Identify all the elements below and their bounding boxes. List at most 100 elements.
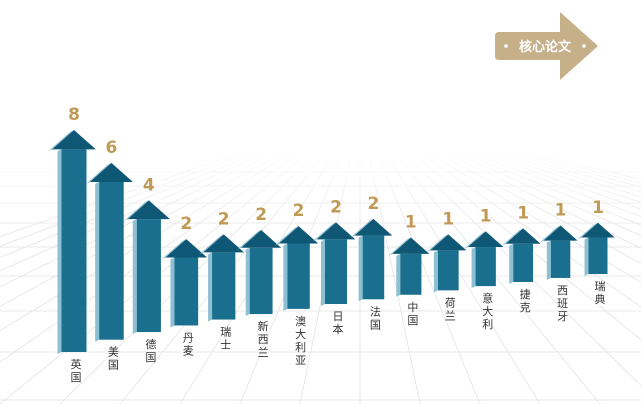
bar-head xyxy=(165,239,208,258)
bar-side xyxy=(546,240,551,280)
bar-side xyxy=(321,239,325,306)
bar xyxy=(539,225,578,280)
bar-head-side xyxy=(48,130,74,152)
category-label: 意大利 xyxy=(482,291,493,331)
bar-side xyxy=(170,257,175,328)
value-label: 2 xyxy=(255,205,267,225)
bar-head xyxy=(278,226,319,244)
bar-shaft xyxy=(588,237,608,274)
bar-side xyxy=(584,237,589,276)
value-label: 2 xyxy=(368,194,380,214)
category-label: 荷兰 xyxy=(445,296,456,322)
bar-head-side xyxy=(199,234,224,255)
bar-side xyxy=(358,235,363,302)
bar-head-side xyxy=(123,200,149,222)
bar-shaft xyxy=(550,240,571,278)
value-label: 2 xyxy=(218,209,230,229)
bar-shaft xyxy=(212,252,236,320)
bar-head-side xyxy=(577,222,598,240)
bar-side xyxy=(208,252,213,322)
value-label: 1 xyxy=(592,198,604,218)
category-label: 瑞典 xyxy=(595,279,606,306)
bar-head-side xyxy=(388,237,411,256)
category-label: 中国 xyxy=(407,301,418,327)
category-label: 捷克 xyxy=(520,287,531,314)
bar xyxy=(48,130,96,354)
bar-head-side xyxy=(501,228,524,246)
bar-head-side xyxy=(312,222,336,242)
bar-head xyxy=(316,222,356,240)
bar-shaft xyxy=(437,250,459,291)
bar-shaft xyxy=(136,219,161,333)
bar xyxy=(388,237,430,297)
badge-label: 核心论文 xyxy=(519,39,572,55)
bar xyxy=(501,228,541,284)
bar-head xyxy=(203,234,245,253)
value-label: 1 xyxy=(442,209,454,229)
bar-side xyxy=(509,243,514,284)
value-label: 1 xyxy=(405,213,417,233)
bar-side xyxy=(471,247,476,289)
bar-shaft xyxy=(287,243,310,309)
bar-shaft xyxy=(325,239,347,304)
bar-head xyxy=(127,200,170,220)
value-label: 1 xyxy=(555,201,567,221)
bar xyxy=(463,231,504,289)
bar-head-side xyxy=(539,225,561,243)
category-label: 日本 xyxy=(333,310,344,336)
category-label: 瑞士 xyxy=(220,325,231,352)
bar-head-side xyxy=(237,230,262,250)
bar-head xyxy=(505,228,541,244)
bar-head xyxy=(467,231,504,248)
bar xyxy=(85,162,133,342)
bar-head-side xyxy=(161,239,187,260)
bar xyxy=(274,226,319,311)
bar-side xyxy=(245,247,250,317)
bar-shaft xyxy=(99,181,124,340)
value-label: 1 xyxy=(517,203,529,223)
bar-shaft xyxy=(400,253,422,295)
bar-head xyxy=(241,230,282,248)
bar xyxy=(237,230,282,317)
bar-head-side xyxy=(274,226,299,246)
bar-shaft xyxy=(249,247,273,315)
core-papers-badge: 核心论文 xyxy=(495,12,598,80)
bar-shaft xyxy=(362,235,385,300)
category-label: 英国 xyxy=(71,357,82,384)
value-label: 1 xyxy=(480,206,492,226)
bar-head-side xyxy=(463,231,486,250)
bar-head xyxy=(430,234,467,251)
bar-side xyxy=(57,149,62,354)
bar-side xyxy=(95,181,100,342)
bar-head-side xyxy=(350,218,374,238)
category-label: 西班牙 xyxy=(557,284,568,323)
value-label: 2 xyxy=(180,214,192,234)
bar-head xyxy=(581,222,615,238)
bar-shaft xyxy=(174,257,199,326)
bar xyxy=(577,222,615,276)
bar-shaft xyxy=(475,247,496,287)
value-label: 4 xyxy=(143,175,155,195)
bar-shaft xyxy=(61,149,87,352)
bar-head xyxy=(89,162,133,182)
bar-head xyxy=(543,225,578,241)
bar xyxy=(161,239,208,328)
category-label: 新西兰 xyxy=(258,319,269,359)
bar-head xyxy=(52,130,96,150)
category-label: 德国 xyxy=(145,337,156,364)
category-label: 法国 xyxy=(370,304,381,331)
bar xyxy=(426,234,467,293)
bar-head-side xyxy=(85,162,112,184)
value-label: 6 xyxy=(106,138,118,158)
value-label: 2 xyxy=(330,197,342,217)
bar-side xyxy=(132,219,137,335)
bars: 8 英国 6 美国 4 德国 2 丹麦 2 瑞士 2 新西兰 2 澳大利亚 2 日本 2 法国 1 中国 1 荷兰 1 意大利… xyxy=(48,105,615,384)
bar-side xyxy=(433,250,438,293)
bar-head xyxy=(392,237,430,254)
bar xyxy=(199,234,245,322)
bar xyxy=(123,200,170,335)
bar-shaft xyxy=(513,243,534,282)
value-label: 2 xyxy=(293,201,305,221)
value-label: 8 xyxy=(68,105,80,125)
